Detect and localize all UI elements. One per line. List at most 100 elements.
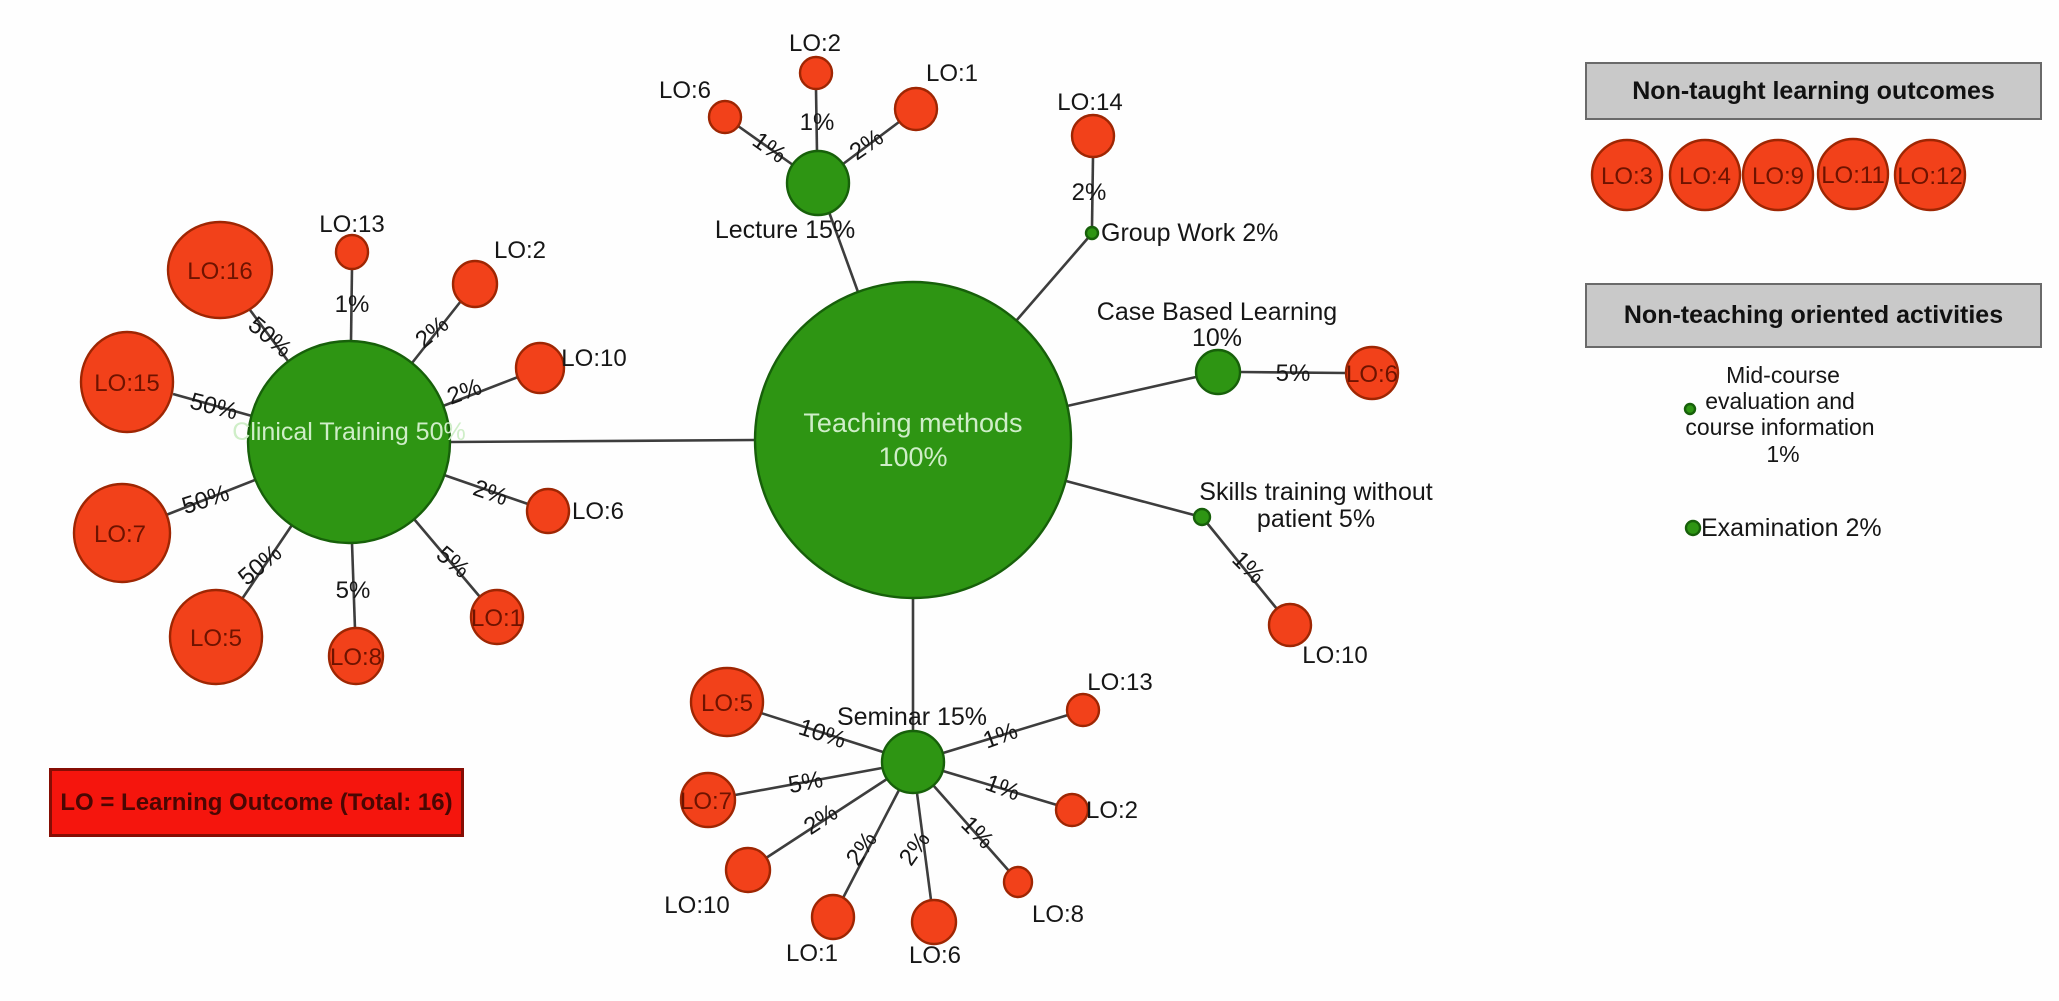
edge-line <box>942 769 1058 807</box>
pct-skills-lo10: 1% <box>1226 546 1270 590</box>
node-lo10-clinical <box>514 341 566 395</box>
lo9-label: LO:9 <box>1752 163 1804 190</box>
lo8-seminar-label: LO:8 <box>1032 901 1084 928</box>
teaching-methods-pct: 100% <box>878 442 947 472</box>
node-lo5-clinical <box>168 588 264 686</box>
edge-line <box>413 518 481 598</box>
clinical-training-label: Clinical Training 50% <box>232 418 465 446</box>
node-lo5-seminar <box>689 666 765 738</box>
pct-clinical-lo16: 50% <box>243 311 297 363</box>
legend-box: LO = Learning Outcome (Total: 16) <box>49 768 464 837</box>
lo1-clinical-label: LO:1 <box>471 605 523 632</box>
edge-line <box>1239 370 1347 375</box>
node-lo11 <box>1816 137 1890 211</box>
midcourse-line1: Mid-course <box>1726 362 1840 388</box>
node-lo8-seminar <box>1002 865 1034 899</box>
pct-clinical-lo10: 2% <box>444 373 486 410</box>
edge-line <box>449 438 756 444</box>
node-lo7-seminar <box>679 771 737 829</box>
node-lo3 <box>1590 138 1664 212</box>
pct-lecture-lo2: 1% <box>800 109 835 136</box>
lo10-skills-label: LO:10 <box>1302 642 1367 669</box>
node-lo6-lecture <box>707 99 743 135</box>
node-lo1-seminar <box>810 893 856 941</box>
node-lo13-clinical <box>334 233 370 271</box>
non-taught-header: Non-taught learning outcomes <box>1585 62 2042 120</box>
edge-line <box>172 392 253 418</box>
pct-clinical-lo6: 2% <box>470 474 512 511</box>
edge-line <box>1066 375 1197 408</box>
lo4-label: LO:4 <box>1679 163 1731 190</box>
edge-line <box>734 766 883 797</box>
node-lo1-lecture <box>893 86 939 132</box>
node-midcourse-dot <box>1683 402 1697 416</box>
lo7-clinical-label: LO:7 <box>94 521 146 548</box>
pct-clinical-lo7: 50% <box>179 480 233 521</box>
node-lo13-seminar <box>1065 692 1101 728</box>
node-lo10-seminar <box>724 846 772 894</box>
lo3-label: LO:3 <box>1601 163 1653 190</box>
edge-line <box>737 124 794 167</box>
edge-line <box>443 473 529 506</box>
node-lo6-cbl <box>1344 345 1400 401</box>
node-lo6-seminar <box>910 898 958 946</box>
edge-line <box>842 120 900 166</box>
edge-line <box>442 375 519 408</box>
midcourse-line2: evaluation and <box>1705 388 1855 414</box>
node-lo8-clinical <box>327 626 385 686</box>
lo12-label: LO:12 <box>1897 163 1962 190</box>
group-work-label: Group Work 2% <box>1101 219 1278 247</box>
pct-clinical-lo15: 50% <box>187 388 240 426</box>
node-teaching-methods <box>753 280 1073 600</box>
edge-line <box>915 792 933 901</box>
pct-seminar-lo10: 2% <box>799 799 843 841</box>
lo6-clinical-label: LO:6 <box>572 498 624 525</box>
edge-line <box>841 789 901 899</box>
node-lecture <box>785 149 851 217</box>
node-lo7-clinical <box>72 482 172 584</box>
lo6-seminar-label: LO:6 <box>909 942 961 969</box>
lo13-seminar-label: LO:13 <box>1087 669 1152 696</box>
edge-line <box>350 542 357 630</box>
node-clinical-training <box>246 339 452 545</box>
lo10-seminar-label: LO:10 <box>664 892 729 919</box>
node-group-work-dot <box>1084 225 1100 241</box>
pct-seminar-lo2: 1% <box>982 769 1024 806</box>
edge-line <box>1065 479 1195 517</box>
edge-line <box>410 300 463 364</box>
pct-cbl-lo6: 5% <box>1276 360 1311 387</box>
edge-line <box>1090 156 1095 228</box>
edge-line <box>1015 237 1089 322</box>
lo13-clinical-label: LO:13 <box>319 211 384 238</box>
midcourse-pct: 1% <box>1766 441 1799 467</box>
case-based-learning-pct: 10% <box>1192 324 1242 352</box>
node-examination-dot <box>1684 519 1702 537</box>
lo6-cbl-label: LO:6 <box>1346 361 1398 388</box>
pct-clinical-lo5: 50% <box>233 539 287 591</box>
edge-line <box>760 711 884 754</box>
pct-seminar-lo6: 2% <box>894 827 936 871</box>
node-lo4 <box>1668 138 1742 212</box>
lo11-label: LO:11 <box>1821 162 1885 189</box>
node-lo2-lecture <box>798 55 834 91</box>
lo14-label: LO:14 <box>1057 89 1122 116</box>
edge-line <box>932 784 1010 872</box>
node-lo14 <box>1070 113 1116 159</box>
lo5-seminar-label: LO:5 <box>701 690 753 717</box>
pct-groupwork-lo14: 2% <box>1072 179 1107 206</box>
lo15-label: LO:15 <box>94 370 159 397</box>
edge-line <box>240 524 294 600</box>
teaching-methods-label: Teaching methods <box>803 408 1022 438</box>
lo6-lecture-label: LO:6 <box>659 77 711 104</box>
node-case-based-learning <box>1194 348 1242 396</box>
lo2-seminar-label: LO:2 <box>1086 797 1138 824</box>
edge-line <box>765 777 888 860</box>
node-skills-dot <box>1192 507 1212 527</box>
node-lo15 <box>79 330 175 434</box>
pct-clinical-lo8: 5% <box>336 577 371 604</box>
node-lo1-clinical <box>469 588 525 646</box>
lo1-lecture-label: LO:1 <box>926 60 978 87</box>
node-lo6-clinical <box>525 487 571 535</box>
